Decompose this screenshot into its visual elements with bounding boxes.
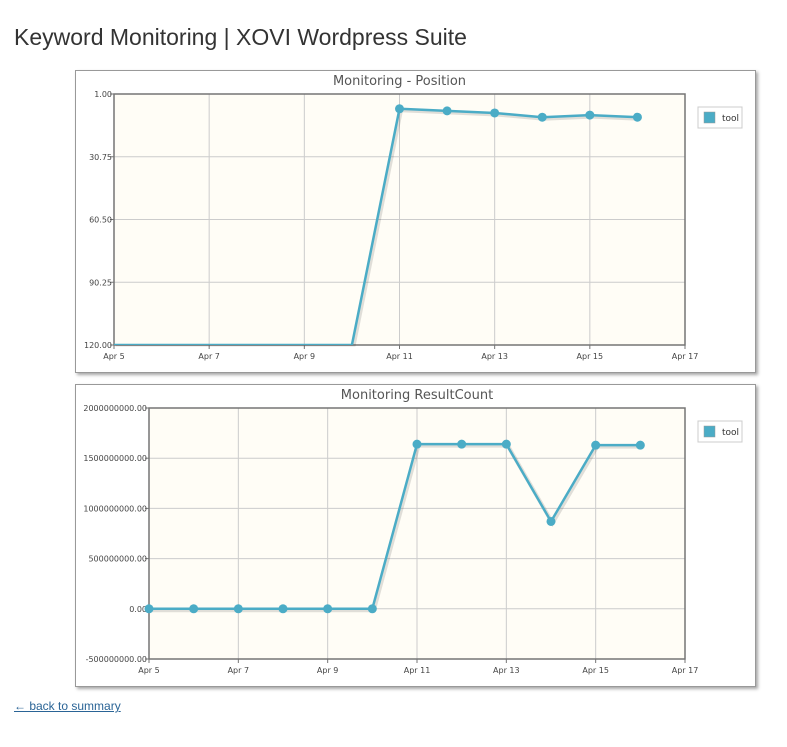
legend-label: tool <box>722 428 739 438</box>
series-line-shadow <box>115 108 639 347</box>
data-point[interactable] <box>412 439 422 449</box>
y-tick-label: 120.00 <box>84 341 112 350</box>
x-tick-label: Apr 17 <box>672 666 699 675</box>
legend-swatch <box>703 425 716 438</box>
x-tick-label: Apr 7 <box>228 666 249 675</box>
legend-swatch <box>703 111 716 124</box>
y-tick-label: 1.00 <box>94 90 112 99</box>
data-point[interactable] <box>278 604 288 614</box>
x-tick-label: Apr 11 <box>386 352 413 361</box>
data-point[interactable] <box>546 516 556 526</box>
data-point[interactable] <box>323 604 333 614</box>
data-point[interactable] <box>632 112 642 122</box>
y-tick-label: 30.75 <box>89 153 112 162</box>
x-tick-label: Apr 13 <box>493 666 520 675</box>
chart-title: Monitoring ResultCount <box>341 388 493 403</box>
data-point[interactable] <box>537 112 547 122</box>
data-point[interactable] <box>501 439 511 449</box>
x-tick-label: Apr 11 <box>404 666 431 675</box>
chart-title: Monitoring - Position <box>333 74 466 89</box>
position-chart-panel: Monitoring - Position Apr 5 Apr 7 Apr 9 Apr … <box>75 70 756 373</box>
x-tick-label: Apr 9 <box>317 666 338 675</box>
x-tick-label: Apr 7 <box>198 352 219 361</box>
y-tick-label: 60.50 <box>89 216 112 225</box>
x-tick-label: Apr 15 <box>577 352 604 361</box>
data-point[interactable] <box>395 104 404 114</box>
back-to-summary-link[interactable]: ← back to summary <box>14 699 121 713</box>
series-line <box>114 107 638 345</box>
data-point[interactable] <box>635 440 645 450</box>
x-tick-label: Apr 13 <box>481 352 508 361</box>
y-tick-label: 1000000000.00 <box>83 504 147 513</box>
y-tick-label: 500000000.00 <box>88 555 147 564</box>
legend-label: tool <box>722 114 739 124</box>
y-tick-label: 1500000000.00 <box>83 454 147 463</box>
data-point[interactable] <box>233 604 243 614</box>
x-tick-label: Apr 17 <box>672 352 699 361</box>
y-tick-label: 90.25 <box>89 278 112 287</box>
position-chart: Monitoring - Position Apr 5 Apr 7 Apr 9 Apr … <box>84 74 743 361</box>
data-point[interactable] <box>144 604 154 614</box>
data-point[interactable] <box>189 604 199 614</box>
data-point[interactable] <box>442 106 452 116</box>
x-tick-label: Apr 5 <box>103 352 124 361</box>
x-tick-label: Apr 9 <box>294 352 315 361</box>
resultcount-chart-panel: Monitoring ResultCount Apr 5 Apr 7 Apr 9 Apr… <box>75 384 756 687</box>
x-tick-label: Apr 15 <box>582 666 609 675</box>
data-point[interactable] <box>585 110 595 120</box>
page-title: Keyword Monitoring | XOVI Wordpress Suit… <box>14 24 467 50</box>
y-tick-label: 2000000000.00 <box>83 404 147 413</box>
data-point[interactable] <box>591 440 601 450</box>
data-point[interactable] <box>457 439 467 449</box>
series-line-shadow <box>150 443 642 613</box>
series-line <box>149 442 641 611</box>
y-tick-label: 0.00 <box>129 605 147 614</box>
data-point[interactable] <box>367 604 377 614</box>
x-tick-label: Apr 5 <box>138 666 159 675</box>
data-point[interactable] <box>490 108 500 118</box>
y-tick-label: -500000000.00 <box>86 655 147 664</box>
resultcount-chart: Monitoring ResultCount Apr 5 Apr 7 Apr 9 Apr… <box>83 388 743 675</box>
